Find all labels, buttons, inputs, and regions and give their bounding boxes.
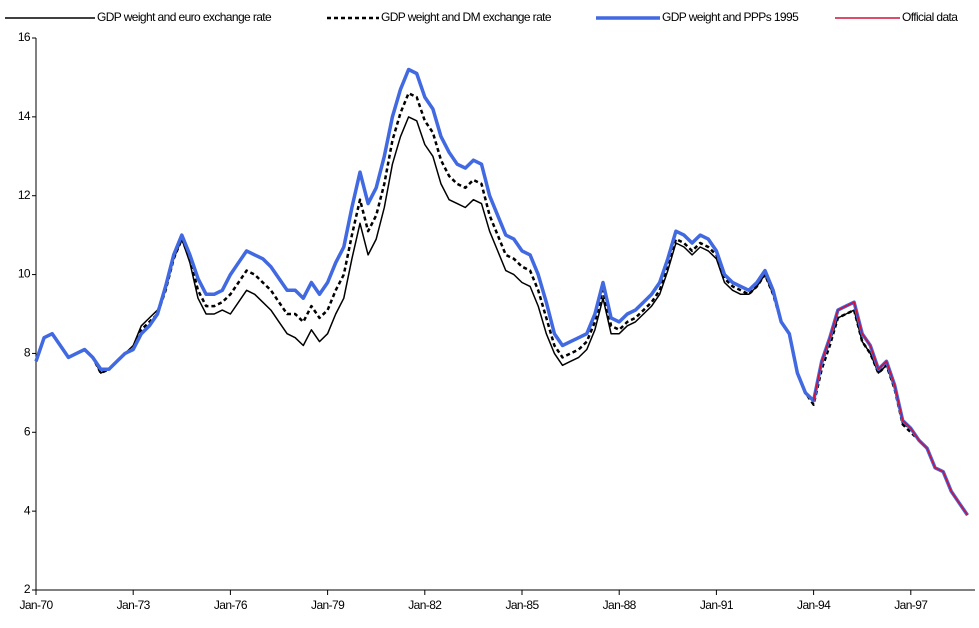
x-tick-label: Jan-70: [19, 598, 53, 612]
legend-label: GDP weight and PPPs 1995: [662, 10, 799, 24]
y-tick-label: 12: [18, 188, 31, 202]
x-tick-label: Jan-91: [700, 598, 734, 612]
x-tick-label: Jan-73: [117, 598, 151, 612]
y-tick-label: 16: [18, 30, 31, 44]
x-tick-label: Jan-76: [214, 598, 248, 612]
x-tick-label: Jan-88: [603, 598, 637, 612]
series-line: [34, 91, 969, 516]
series-line: [35, 116, 969, 516]
x-tick-label: Jan-97: [894, 598, 928, 612]
legend-label: GDP weight and DM exchange rate: [381, 10, 552, 24]
legend-label: GDP weight and euro exchange rate: [97, 10, 272, 24]
series-line: [812, 301, 969, 516]
y-tick-label: 8: [24, 346, 31, 360]
y-tick-label: 2: [24, 582, 31, 596]
y-tick-label: 4: [24, 503, 31, 517]
x-tick-label: Jan-82: [408, 598, 442, 612]
y-tick-label: 6: [24, 424, 31, 438]
x-tick-label: Jan-85: [505, 598, 539, 612]
legend-label: Official data: [902, 10, 958, 24]
x-tick-label: Jan-94: [797, 598, 831, 612]
y-tick-label: 14: [18, 109, 31, 123]
series-line: [34, 67, 969, 517]
x-tick-label: Jan-79: [311, 598, 345, 612]
y-tick-label: 10: [18, 267, 31, 281]
